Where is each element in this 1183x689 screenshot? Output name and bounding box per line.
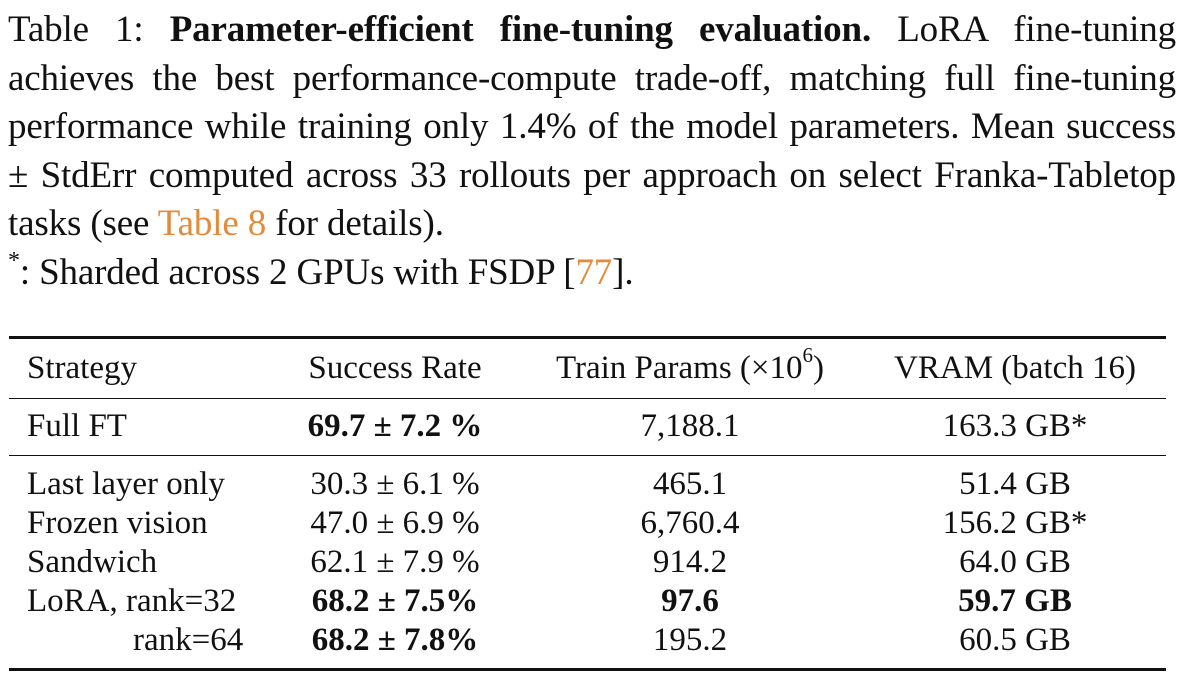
cell-strategy: Last layer only	[27, 466, 225, 502]
header-rule	[9, 398, 1166, 400]
header-vram: VRAM (batch 16)	[894, 350, 1136, 386]
header-success-rate: Success Rate	[308, 350, 482, 386]
table-row: LoRA, rank=32 68.2 ± 7.5% 97.6 59.7 GB	[0, 581, 1183, 621]
cell-success: 68.2 ± 7.5%	[311, 583, 479, 619]
table-row: Last layer only 30.3 ± 6.1 % 465.1 51.4 …	[0, 464, 1183, 504]
cell-strategy: LoRA, rank=32	[27, 583, 237, 619]
caption-title: Parameter-efficient fine-tuning evaluati…	[169, 9, 872, 50]
cell-params: 195.2	[652, 622, 728, 658]
group-rule	[9, 455, 1166, 457]
cell-success: 30.3 ± 6.1 %	[310, 466, 480, 502]
header-strategy: Strategy	[27, 350, 137, 386]
citation-77-link[interactable]: 77	[575, 251, 613, 293]
cell-vram: 64.0 GB	[959, 544, 1071, 580]
cell-success: 68.2 ± 7.8%	[311, 622, 479, 658]
cell-success: 62.1 ± 7.9 %	[310, 544, 480, 580]
cell-success: 47.0 ± 6.9 %	[310, 505, 480, 541]
table-caption: Table 1: Parameter-efficient fine-tuning…	[8, 6, 1176, 297]
cell-strategy: rank=64	[133, 622, 244, 658]
cell-vram: 51.4 GB	[959, 466, 1071, 502]
cell-strategy: Sandwich	[27, 544, 158, 580]
cell-vram: 163.3 GB*	[942, 408, 1088, 444]
table-row: Frozen vision 47.0 ± 6.9 % 6,760.4 156.2…	[0, 503, 1183, 543]
table-row: Full FT 69.7 ± 7.2 % 7,188.1 163.3 GB*	[0, 406, 1183, 446]
cell-params: 97.6	[661, 583, 719, 619]
cell-strategy: Frozen vision	[27, 505, 208, 541]
header-train-params: Train Params (×106)	[555, 343, 825, 387]
caption-prefix: Table 1:	[8, 9, 170, 50]
cell-params: 6,760.4	[640, 505, 740, 541]
table-row: Sandwich 62.1 ± 7.9 % 914.2 64.0 GB	[0, 542, 1183, 582]
table-row: rank=64 68.2 ± 7.8% 195.2 60.5 GB	[0, 620, 1183, 660]
table-top-rule	[9, 336, 1166, 339]
table-header-row: Strategy Success Rate Train Params (×106…	[0, 343, 1183, 388]
footnote-text: : Sharded across 2 GPUs with FSDP [	[19, 251, 576, 293]
caption-text-end: for details).	[266, 203, 444, 244]
cell-params: 7,188.1	[640, 408, 740, 444]
cell-vram: 156.2 GB*	[942, 505, 1088, 541]
footnote-mark: *	[8, 248, 20, 275]
cell-success: 69.7 ± 7.2 %	[307, 408, 483, 444]
cell-vram: 59.7 GB	[958, 583, 1072, 619]
table-8-link[interactable]: Table 8	[157, 203, 267, 244]
table-bottom-rule	[9, 668, 1166, 671]
caption-text: LoRA fine-tuning achieves the best perfo…	[8, 9, 1176, 244]
cell-vram: 60.5 GB	[959, 622, 1071, 658]
footnote-end: ].	[612, 251, 634, 293]
cell-strategy: Full FT	[27, 408, 127, 444]
cell-params: 465.1	[652, 466, 728, 502]
cell-params: 914.2	[652, 544, 728, 580]
